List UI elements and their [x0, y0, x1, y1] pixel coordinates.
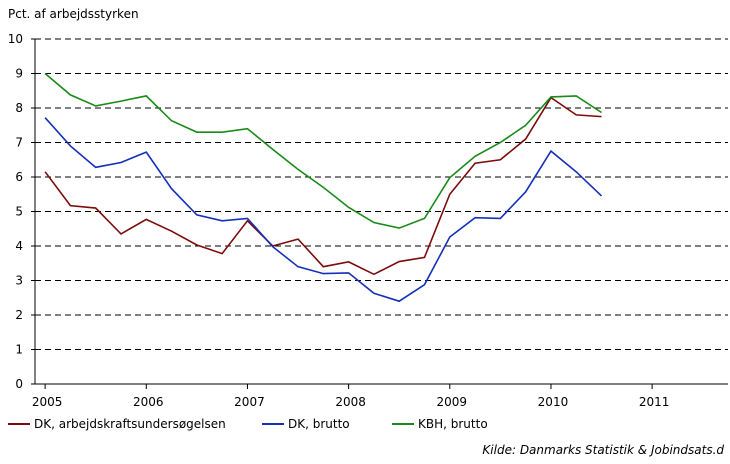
y-tick-label: 1	[15, 343, 23, 357]
legend-label: KBH, brutto	[418, 417, 488, 431]
y-tick-label: 2	[15, 308, 23, 322]
y-tick-label: 7	[15, 136, 23, 150]
x-tick-label: 2008	[335, 395, 366, 409]
y-tick-label: 6	[15, 170, 23, 184]
y-tick-label: 4	[15, 239, 23, 253]
y-tick-label: 9	[15, 67, 23, 81]
x-tick-label: 2009	[437, 395, 468, 409]
series-line	[44, 72, 602, 229]
x-tick-label: 2006	[133, 395, 164, 409]
x-tick-label: 2010	[538, 395, 569, 409]
y-tick-label: 5	[15, 205, 23, 219]
series-line	[44, 117, 603, 303]
y-tick-label: 8	[15, 101, 23, 115]
x-tick-label: 2011	[639, 395, 670, 409]
source: Kilde: Danmarks Statistik & Jobindsats.d	[482, 443, 724, 457]
x-tick-label: 2007	[234, 395, 265, 409]
legend-label: DK, brutto	[288, 417, 350, 431]
x-tick-label: 2005	[32, 395, 63, 409]
y-tick-label: 3	[15, 274, 23, 288]
y-tick-label: 10	[8, 32, 23, 46]
legend-label: DK, arbejdskraftsundersøgelsen	[34, 417, 226, 431]
y-axis-label: Pct. af arbejdsstyrken	[8, 7, 139, 21]
series-line	[44, 96, 602, 276]
y-tick-label: 0	[15, 377, 23, 391]
